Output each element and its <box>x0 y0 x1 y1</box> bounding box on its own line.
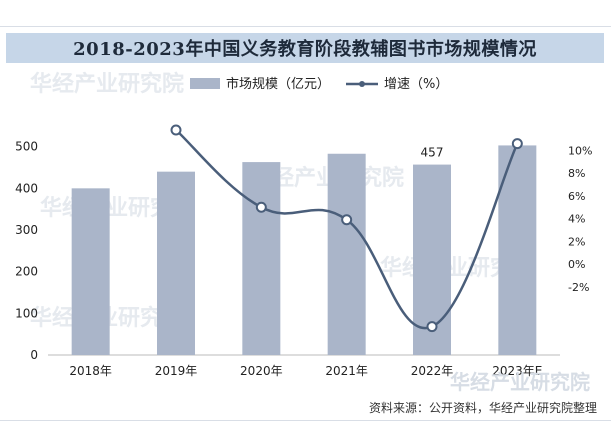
legend-line-marker <box>359 81 365 87</box>
y-left-tick-label: 300 <box>15 223 38 237</box>
legend-bar-swatch <box>190 78 220 89</box>
x-tick-label: 2018年 <box>69 364 112 378</box>
brand-watermark: 华经产业研究院 <box>450 370 590 394</box>
source-note: 资料来源：公开资料，华经产业研究院整理 <box>368 401 597 415</box>
x-tick-label: 2022年 <box>411 364 454 378</box>
top-rule <box>0 26 611 27</box>
y-left-tick-label: 0 <box>30 348 38 362</box>
x-tick-label: 2019年 <box>155 364 198 378</box>
x-tick-label: 2021年 <box>325 364 368 378</box>
bottom-rule <box>0 420 611 421</box>
bar <box>242 162 281 355</box>
bar <box>71 188 110 355</box>
y-right-tick-label: 8% <box>568 167 585 180</box>
data-label: 457 <box>421 146 444 160</box>
y-right-tick-label: 0% <box>568 258 585 271</box>
y-left-tick-label: 500 <box>15 140 38 154</box>
growth-point <box>341 214 353 226</box>
bar <box>157 171 195 355</box>
growth-point <box>426 321 438 333</box>
title-bar: 2018-2023年中国义务教育阶段教辅图书市场规模情况 <box>6 33 604 63</box>
y-left-tick-label: 100 <box>15 306 38 320</box>
x-tick-label: 2023年E <box>492 364 542 378</box>
chart-title: 2018-2023年中国义务教育阶段教辅图书市场规模情况 <box>73 39 537 60</box>
legend-line-label: 增速（%） <box>384 77 448 92</box>
growth-line <box>175 129 519 330</box>
growth-point <box>511 138 523 150</box>
y-right-tick-label: 4% <box>568 213 585 226</box>
y-right-tick-label: 2% <box>568 235 585 248</box>
bar <box>327 153 366 355</box>
y-left-tick-label: 400 <box>15 181 38 195</box>
y-right-tick-label: 6% <box>568 190 585 203</box>
growth-point <box>255 201 267 213</box>
y-right-tick-label: -2% <box>568 281 589 294</box>
legend-bar-label: 市场规模（亿元） <box>226 76 330 92</box>
y-left-tick-label: 200 <box>15 265 38 279</box>
x-tick-label: 2020年 <box>240 364 283 378</box>
growth-point <box>170 124 182 136</box>
y-right-tick-label: 10% <box>568 144 592 157</box>
